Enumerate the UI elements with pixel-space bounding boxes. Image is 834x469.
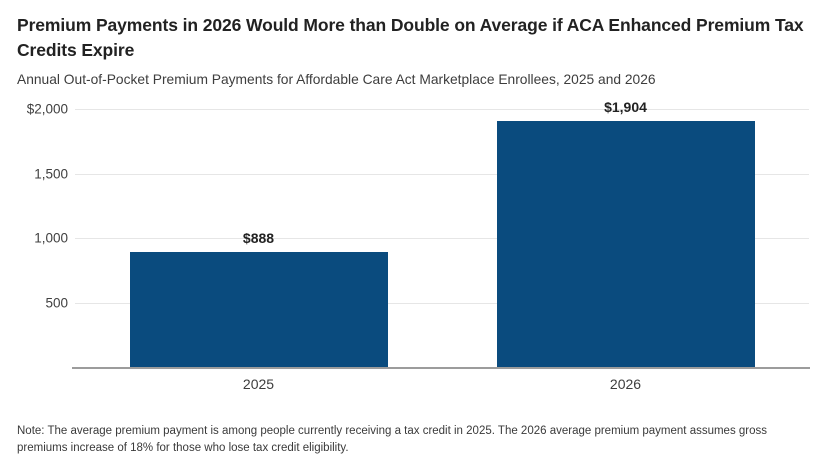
gridline-1000 <box>75 238 809 239</box>
y-tick-label: 500 <box>45 295 68 310</box>
gridlines <box>75 109 809 367</box>
x-axis-labels: 2025 2026 <box>75 376 809 392</box>
x-axis-line <box>72 367 810 369</box>
x-tick-label: 2026 <box>609 376 642 392</box>
chart-note: Note: The average premium payment is amo… <box>17 425 768 454</box>
x-tick-label: 2025 <box>242 376 275 392</box>
gridline-2000 <box>75 109 809 110</box>
bar-chart: 500 1,000 1,500 $2,000 $888 $1,904 2025 2026 <box>0 89 834 392</box>
chart-header: Premium Payments in 2026 Would More than… <box>0 0 834 89</box>
y-axis: 500 1,000 1,500 $2,000 <box>0 102 68 367</box>
y-tick-label: $2,000 <box>26 101 68 117</box>
bar-value-label: $1,904 <box>604 99 647 116</box>
bar-band-2025: $888 <box>75 109 442 367</box>
gridline-500 <box>75 302 809 304</box>
gridline-1500 <box>75 173 809 175</box>
chart-title: Premium Payments in 2026 Would More than… <box>17 15 804 60</box>
y-tick-label: 1,000 <box>34 230 68 246</box>
bar-band-2026: $1,904 <box>442 99 809 367</box>
plot-area: $888 $1,904 <box>75 99 809 367</box>
bar-2026 <box>496 121 755 367</box>
y-tick-label: 1,500 <box>34 166 68 181</box>
bar-2025 <box>129 252 388 367</box>
chart-subtitle: Annual Out-of-Pocket Premium Payments fo… <box>17 72 656 87</box>
bar-value-label: $888 <box>242 230 275 247</box>
